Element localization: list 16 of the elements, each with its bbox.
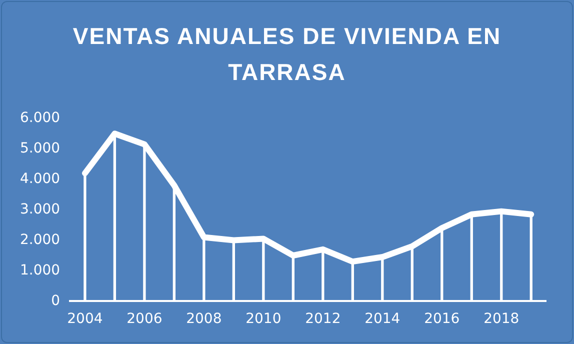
x-tick-label: 2012	[305, 311, 341, 328]
y-tick-label: 1.000	[20, 262, 60, 278]
x-tick-label: 2010	[246, 311, 282, 328]
chart-title: VENTAS ANUALES DE VIVIENDA EN TARRASA	[72, 22, 502, 87]
x-tick-label: 2014	[364, 311, 400, 328]
y-tick-label: 0	[51, 292, 60, 309]
y-tick-label: 2.000	[20, 232, 60, 248]
y-tick-label: 3.000	[20, 201, 60, 218]
x-tick-label: 2004	[67, 311, 103, 328]
x-tick-label: 2006	[126, 311, 162, 328]
x-tick-label: 2018	[484, 311, 520, 328]
y-tick-label: 6.000	[20, 110, 60, 126]
x-tick-label: 2008	[186, 311, 222, 328]
x-tick-label: 2016	[424, 311, 460, 328]
y-tick-label: 5.000	[20, 140, 60, 157]
y-tick-label: 4.000	[20, 170, 60, 187]
